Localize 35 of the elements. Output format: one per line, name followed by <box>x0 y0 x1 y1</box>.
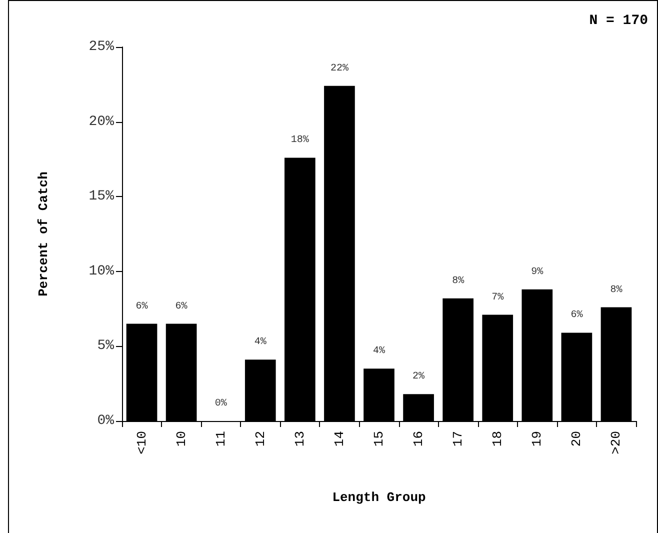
y-tick-label: 15% <box>88 188 115 205</box>
x-tick-label: 12 <box>252 431 268 447</box>
x-tick-label: 17 <box>450 431 466 447</box>
data-label: 18% <box>290 135 309 146</box>
y-tick-label: 25% <box>88 39 115 55</box>
data-label: 4% <box>254 337 266 348</box>
x-tick-label: 15 <box>372 431 386 447</box>
x-tick-label: 18 <box>490 431 506 447</box>
x-tick-label: 14 <box>332 430 347 447</box>
text: N = 170 <box>589 13 648 29</box>
x-tick-label: <10 <box>134 431 150 454</box>
data-label: 6% <box>175 301 188 312</box>
data-label: 7% <box>492 292 504 304</box>
data-label: 4% <box>372 346 386 358</box>
data-label: 0% <box>214 398 227 410</box>
y-tick-label: 20% <box>88 114 115 130</box>
data-label: 2% <box>412 372 425 383</box>
x-tick-label: >20 <box>608 431 624 454</box>
x-tick-label: 13 <box>292 431 308 447</box>
x-tick-label: 10 <box>174 431 189 447</box>
data-label: 8% <box>610 284 622 296</box>
x-axis-title: Length Group <box>332 490 426 505</box>
data-label: 22% <box>330 63 348 74</box>
y-tick-label: 0% <box>97 413 115 429</box>
x-tick-label: 19 <box>530 431 545 447</box>
y-axis-title: Percent of Catch <box>36 171 51 296</box>
y-tick-label: 5% <box>97 338 115 354</box>
data-label: 8% <box>452 276 464 287</box>
data-label: 6% <box>136 301 148 312</box>
x-tick-label: 20 <box>569 431 584 447</box>
x-tick-label: 11 <box>213 430 228 447</box>
data-label: 6% <box>570 310 583 322</box>
x-tick-label: 16 <box>411 431 426 447</box>
data-label: 9% <box>531 266 544 278</box>
y-tick-label: 10% <box>88 263 115 280</box>
